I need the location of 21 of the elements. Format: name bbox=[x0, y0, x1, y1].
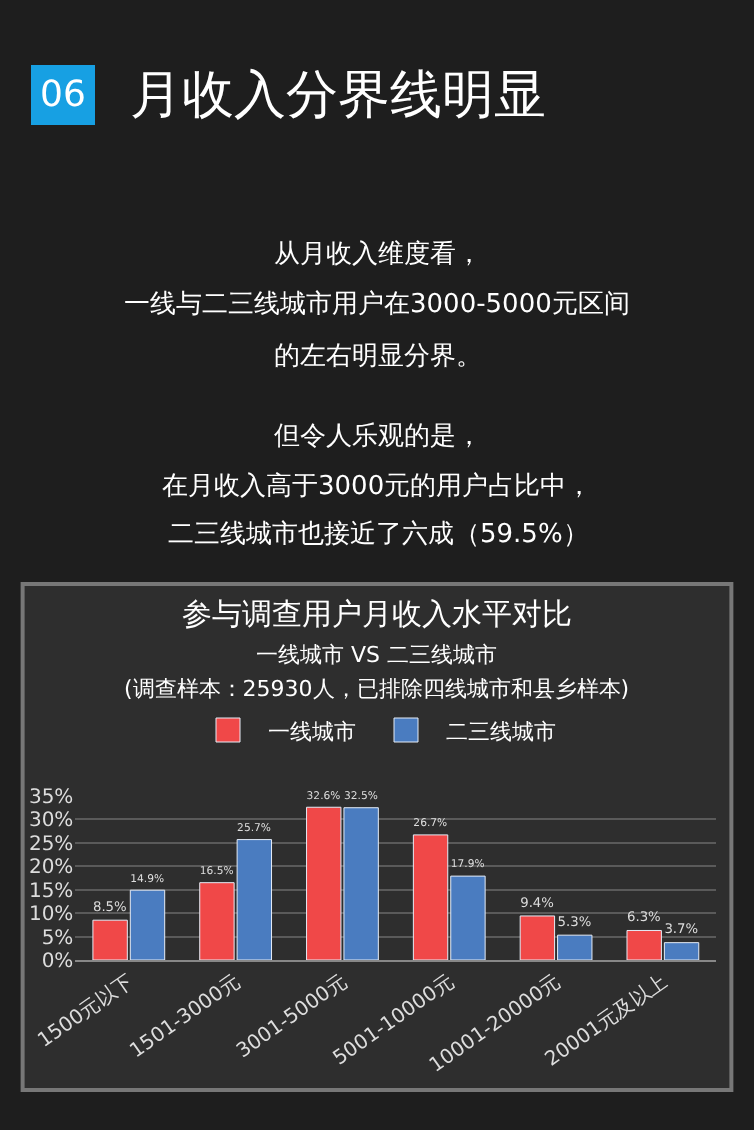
text: 在月收入高于3000元的用户占比中， bbox=[162, 470, 593, 502]
y-tick-label: 5% bbox=[41, 927, 74, 950]
y-tick-label: 15% bbox=[28, 880, 74, 903]
y-tick-label: 0% bbox=[41, 951, 74, 973]
y-tick-label: 20% bbox=[28, 857, 74, 880]
text: 二三线城市也接近了六成（59.5%） bbox=[168, 520, 589, 550]
text: 一线与二三线城市用户在3000-5000元区间 bbox=[124, 290, 630, 320]
text: 的左右明显分界。 bbox=[274, 342, 482, 372]
legend-label: 一线城市 bbox=[268, 718, 356, 745]
text: 从月收入维度看， bbox=[274, 238, 482, 270]
text: 月收入分界线明显 bbox=[130, 66, 546, 126]
chart-title: 参与调查用户月收入水平对比 bbox=[182, 596, 572, 632]
y-tick-label: 25% bbox=[28, 833, 74, 856]
y-tick-label: 30% bbox=[28, 810, 74, 833]
text: 06 bbox=[40, 74, 86, 116]
chart-subtitle: 一线城市 VS 二三线城市 bbox=[256, 642, 498, 668]
y-tick-label: 10% bbox=[28, 904, 74, 927]
text: (调查样本：25930人，已排除四线城市和县乡样本) bbox=[124, 676, 630, 702]
legend-label: 二三线城市 bbox=[446, 718, 556, 745]
y-tick-label: 35% bbox=[28, 787, 74, 809]
text: 但令人乐观的是， bbox=[274, 422, 482, 452]
